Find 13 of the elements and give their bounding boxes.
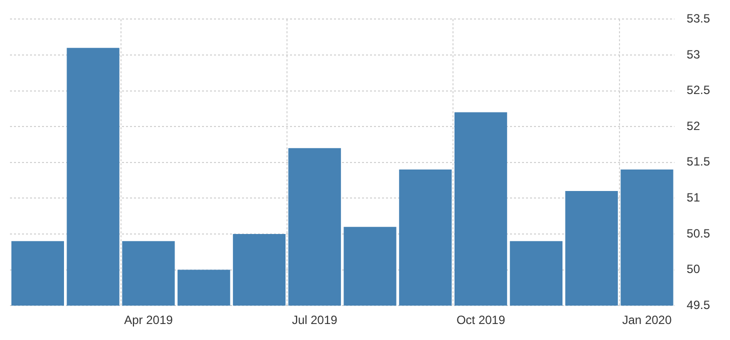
y-tick-label: 53: [686, 47, 700, 62]
x-tick-label: Jan 2020: [622, 313, 672, 328]
y-tick-label: 52.5: [686, 83, 710, 98]
x-tick-label: Apr 2019: [124, 313, 174, 328]
y-tick-label: 53.5: [686, 12, 710, 26]
y-tick-label: 51: [686, 190, 700, 205]
y-tick-label: 50: [686, 262, 700, 276]
y-tick-label: 50.5: [686, 226, 710, 240]
y-tick-label: 51.5: [686, 154, 710, 169]
x-tick-label: Oct 2019: [456, 313, 506, 328]
x-tick-label: Jul 2019: [292, 313, 338, 328]
y-tick-label: 49.5: [686, 298, 710, 312]
y-tick-label: 52: [686, 118, 700, 133]
